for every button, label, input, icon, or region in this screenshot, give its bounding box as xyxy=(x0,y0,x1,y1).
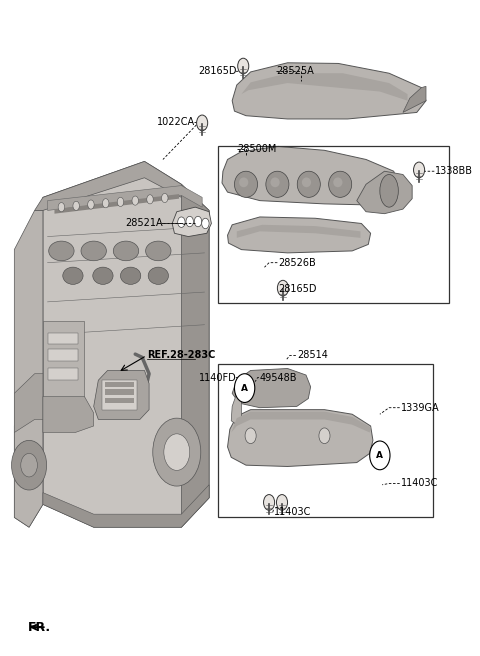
Circle shape xyxy=(276,495,288,510)
Text: 28526B: 28526B xyxy=(278,258,316,268)
Text: 11403C: 11403C xyxy=(401,478,438,489)
Polygon shape xyxy=(241,73,408,100)
Circle shape xyxy=(12,440,47,490)
Polygon shape xyxy=(228,217,371,253)
Ellipse shape xyxy=(234,171,258,197)
Polygon shape xyxy=(54,194,179,214)
Polygon shape xyxy=(228,409,373,466)
Bar xyxy=(48,349,78,361)
Bar xyxy=(218,146,449,303)
Circle shape xyxy=(245,428,256,443)
Text: 11403C: 11403C xyxy=(274,507,311,517)
Circle shape xyxy=(102,199,109,208)
Ellipse shape xyxy=(266,171,289,197)
Bar xyxy=(218,364,433,518)
Circle shape xyxy=(234,374,255,403)
Polygon shape xyxy=(181,184,209,527)
Ellipse shape xyxy=(380,174,398,207)
Bar xyxy=(105,382,134,387)
Circle shape xyxy=(162,194,168,203)
Bar xyxy=(102,380,137,409)
Circle shape xyxy=(73,201,79,211)
Polygon shape xyxy=(237,225,360,238)
Text: 49548B: 49548B xyxy=(260,373,297,382)
Circle shape xyxy=(370,441,390,470)
Circle shape xyxy=(117,197,124,207)
Text: 28525A: 28525A xyxy=(276,66,314,76)
Circle shape xyxy=(202,218,209,229)
Circle shape xyxy=(197,115,208,131)
Ellipse shape xyxy=(48,241,74,260)
Circle shape xyxy=(194,216,202,227)
Circle shape xyxy=(132,196,138,205)
Text: A: A xyxy=(376,451,384,460)
Ellipse shape xyxy=(93,267,113,284)
Circle shape xyxy=(153,418,201,486)
Circle shape xyxy=(88,200,94,209)
Text: A: A xyxy=(241,384,248,392)
Circle shape xyxy=(277,280,288,296)
Text: 1022CA: 1022CA xyxy=(157,117,195,127)
Circle shape xyxy=(238,58,249,74)
Bar xyxy=(105,390,134,395)
Polygon shape xyxy=(231,394,241,424)
Polygon shape xyxy=(357,171,412,214)
Ellipse shape xyxy=(81,241,107,260)
Text: 28165D: 28165D xyxy=(198,66,237,76)
Polygon shape xyxy=(48,186,202,211)
Polygon shape xyxy=(14,374,43,432)
Bar xyxy=(48,369,78,380)
Ellipse shape xyxy=(329,171,352,197)
Circle shape xyxy=(319,428,330,443)
Ellipse shape xyxy=(120,267,141,284)
Ellipse shape xyxy=(63,267,83,284)
Polygon shape xyxy=(94,371,149,419)
Polygon shape xyxy=(172,207,211,237)
Text: 28521A: 28521A xyxy=(125,218,163,228)
Circle shape xyxy=(414,162,425,178)
Ellipse shape xyxy=(145,241,171,260)
Polygon shape xyxy=(14,400,43,527)
Polygon shape xyxy=(43,485,209,527)
Circle shape xyxy=(21,453,37,477)
Circle shape xyxy=(58,203,65,212)
Text: 1338BB: 1338BB xyxy=(435,166,473,176)
Polygon shape xyxy=(35,161,181,211)
Ellipse shape xyxy=(333,177,342,187)
Ellipse shape xyxy=(270,177,280,187)
Polygon shape xyxy=(232,369,311,407)
Ellipse shape xyxy=(113,241,139,260)
Bar xyxy=(48,333,78,344)
Text: 1339GA: 1339GA xyxy=(401,403,439,413)
Polygon shape xyxy=(403,87,426,112)
Text: 28165D: 28165D xyxy=(278,284,317,294)
Ellipse shape xyxy=(297,171,320,197)
Polygon shape xyxy=(43,397,94,432)
Circle shape xyxy=(147,195,153,204)
Circle shape xyxy=(186,216,193,227)
Polygon shape xyxy=(231,411,371,432)
Polygon shape xyxy=(43,161,209,527)
Text: 28514: 28514 xyxy=(297,350,328,360)
Circle shape xyxy=(264,495,275,510)
Circle shape xyxy=(164,434,190,470)
Ellipse shape xyxy=(302,177,311,187)
Polygon shape xyxy=(232,63,426,119)
Ellipse shape xyxy=(148,267,168,284)
Polygon shape xyxy=(222,146,398,205)
Ellipse shape xyxy=(239,177,248,187)
Text: 1140FD: 1140FD xyxy=(199,373,237,382)
Bar xyxy=(105,398,134,403)
Text: REF.28-283C: REF.28-283C xyxy=(147,350,215,360)
Text: FR.: FR. xyxy=(28,621,51,634)
Polygon shape xyxy=(14,211,43,527)
Text: 28500M: 28500M xyxy=(237,144,276,154)
Circle shape xyxy=(178,217,185,228)
Bar xyxy=(43,321,84,400)
